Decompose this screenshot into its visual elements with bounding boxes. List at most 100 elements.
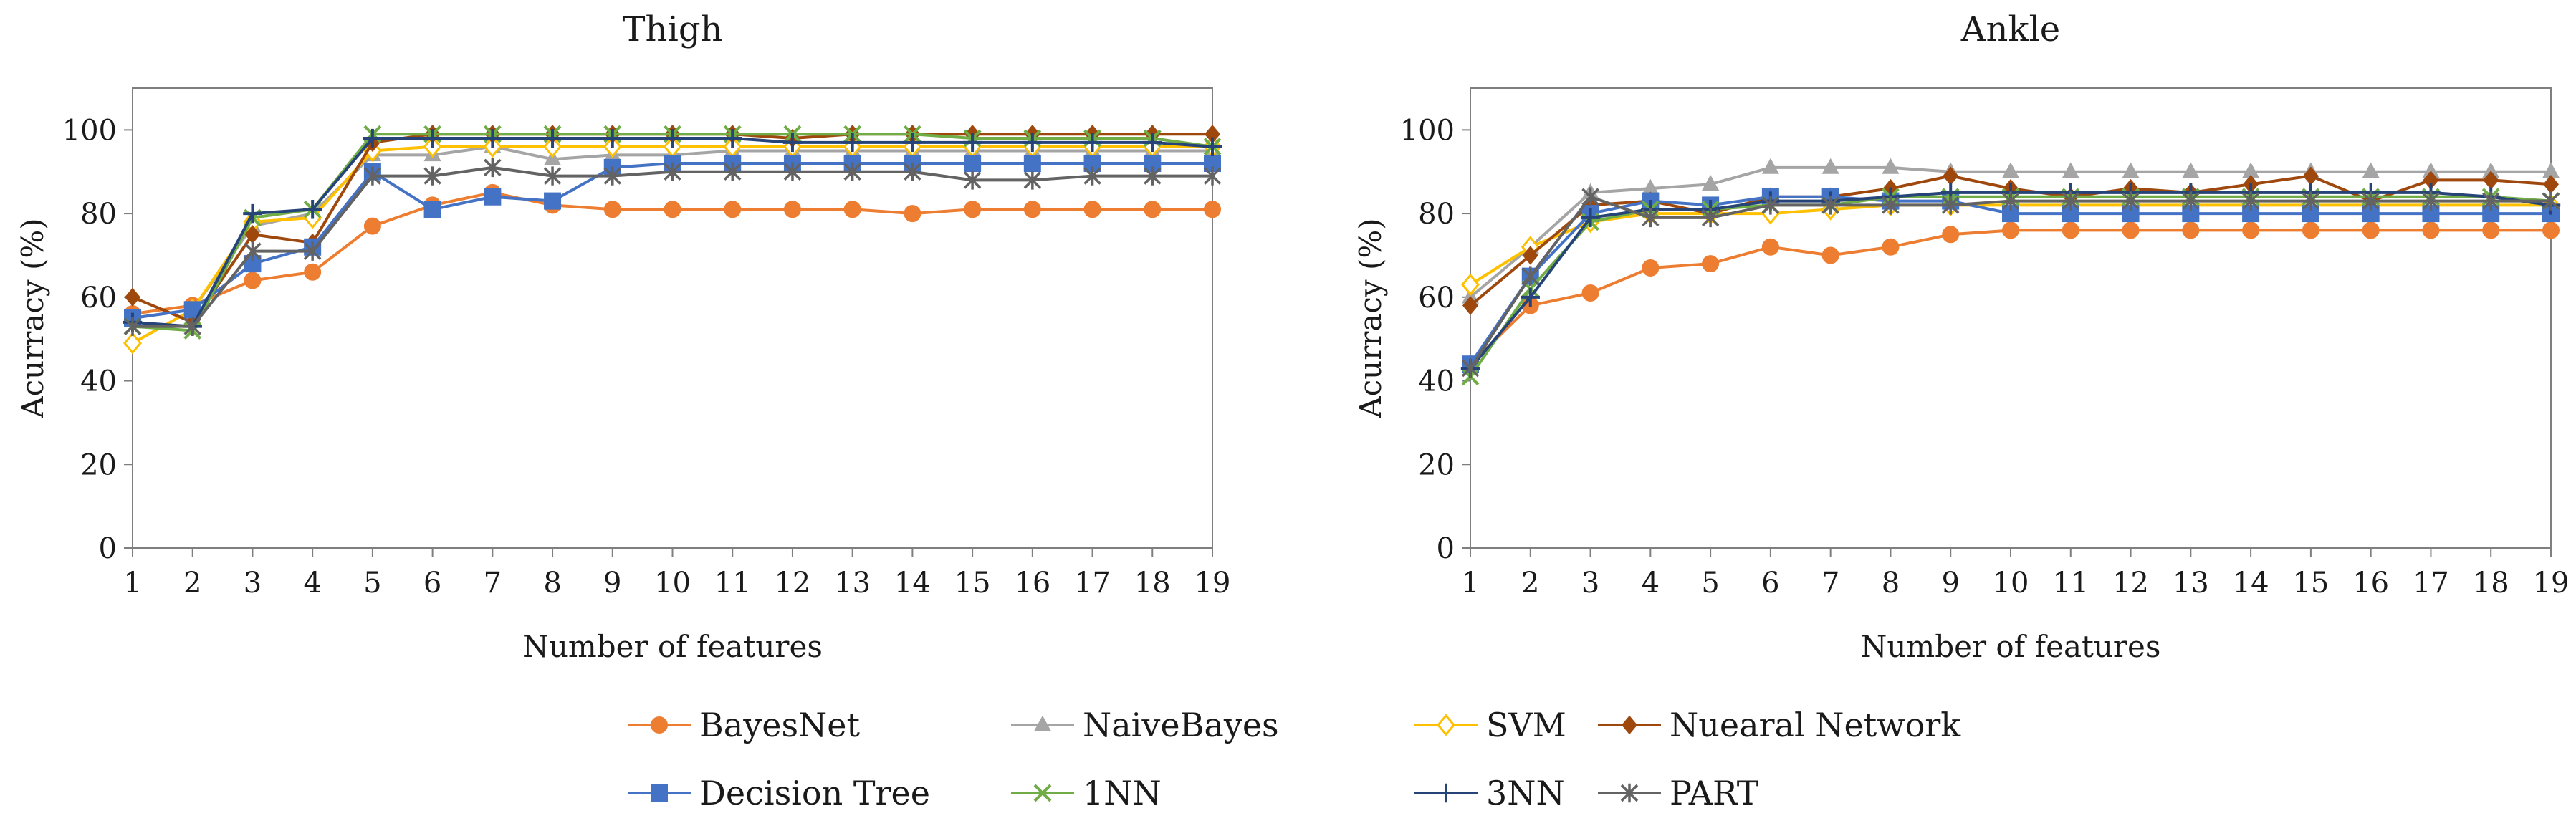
data-point	[244, 272, 262, 289]
data-point	[903, 133, 922, 153]
x-tick-label: 7	[1821, 567, 1839, 600]
x-tick-label: 2	[183, 567, 201, 600]
y-axis-label: Acurracy (%)	[15, 218, 50, 418]
legend-label: PART	[1670, 774, 1759, 812]
data-point	[1821, 196, 1839, 215]
data-point	[302, 200, 322, 219]
data-point	[363, 166, 382, 186]
chart-title: Thigh	[623, 9, 723, 49]
data-point	[1023, 155, 1041, 173]
x-tick-label: 1	[123, 567, 141, 600]
data-point	[724, 201, 742, 218]
data-point	[664, 201, 681, 218]
data-point	[1882, 238, 1900, 256]
data-point	[2002, 221, 2019, 239]
x-tick-label: 4	[1642, 567, 1660, 600]
data-point	[964, 155, 982, 173]
x-tick-label: 3	[244, 567, 262, 600]
legend-item: PART	[1598, 774, 1759, 812]
legend-marker	[651, 784, 668, 802]
legend-marker	[1033, 715, 1052, 731]
x-tick-label: 14	[2233, 567, 2269, 600]
data-point	[123, 332, 142, 355]
data-point	[2302, 191, 2320, 211]
x-tick-label: 19	[2533, 567, 2570, 600]
data-point	[904, 205, 921, 223]
data-point	[2423, 171, 2439, 190]
x-tick-label: 18	[1134, 567, 1171, 600]
x-tick-label: 6	[423, 567, 441, 600]
data-point	[2062, 191, 2080, 211]
legend-item: SVM	[1414, 706, 1566, 744]
data-point	[2302, 221, 2319, 239]
y-tick-label: 20	[1418, 448, 1455, 481]
data-point	[363, 217, 381, 235]
x-tick-label: 17	[1074, 567, 1111, 600]
data-point	[2062, 162, 2079, 178]
data-point	[2422, 221, 2440, 239]
legend-marker	[1033, 784, 1052, 802]
legend-item: Decision Tree	[628, 774, 930, 812]
legend-label: SVM	[1486, 706, 1566, 744]
data-point	[2543, 175, 2559, 194]
data-point	[2241, 191, 2260, 211]
series-line	[1469, 229, 2551, 365]
data-point	[423, 201, 441, 218]
legend-item: 3NN	[1414, 774, 1565, 812]
data-point	[303, 241, 322, 261]
data-point	[484, 158, 502, 178]
data-point	[963, 171, 982, 190]
y-axis-label: Acurracy (%)	[1353, 218, 1388, 418]
series-3nn	[123, 128, 1222, 336]
legend-marker	[1622, 715, 1637, 735]
data-point	[904, 162, 921, 181]
data-point	[1943, 166, 1959, 186]
legend-marker	[651, 716, 668, 734]
series-part	[1461, 187, 2560, 378]
data-point	[783, 201, 801, 218]
data-point	[1521, 266, 1540, 286]
data-point	[2362, 191, 2380, 211]
legend-marker	[1436, 783, 1456, 803]
data-point	[2422, 191, 2440, 211]
x-tick-label: 1	[1461, 567, 1479, 600]
data-point	[1144, 166, 1162, 186]
x-tick-label: 11	[714, 567, 751, 600]
chart-title: Ankle	[1960, 9, 2060, 49]
y-tick-label: 60	[80, 282, 117, 314]
data-point	[1701, 208, 1720, 228]
data-point	[1761, 158, 1779, 174]
data-point	[2122, 221, 2140, 239]
x-tick-label: 14	[894, 567, 931, 600]
data-point	[1642, 208, 1660, 228]
x-tick-label: 17	[2413, 567, 2449, 600]
y-tick-label: 100	[1400, 114, 1455, 147]
x-tick-label: 5	[1701, 567, 1719, 600]
data-point	[962, 133, 982, 153]
x-tick-label: 3	[1581, 567, 1599, 600]
data-point	[183, 317, 201, 336]
data-point	[1204, 201, 1221, 218]
data-point	[1642, 178, 1660, 195]
data-point	[1023, 201, 1041, 218]
legend-item: BayesNet	[628, 706, 861, 744]
data-point	[843, 133, 862, 153]
data-point	[2062, 221, 2079, 239]
data-point	[1581, 284, 1599, 302]
data-point	[1462, 296, 1478, 315]
data-point	[1143, 133, 1162, 153]
x-tick-label: 18	[2473, 567, 2509, 600]
data-point	[1882, 196, 1900, 215]
data-point	[484, 188, 502, 206]
data-point	[2242, 162, 2260, 178]
data-point	[723, 128, 742, 148]
data-point	[2302, 166, 2319, 186]
data-point	[304, 263, 322, 281]
x-tick-label: 8	[1882, 567, 1900, 600]
data-point	[2122, 191, 2140, 211]
data-point	[1702, 175, 1720, 191]
legend-item: Nuearal Network	[1598, 706, 1961, 744]
